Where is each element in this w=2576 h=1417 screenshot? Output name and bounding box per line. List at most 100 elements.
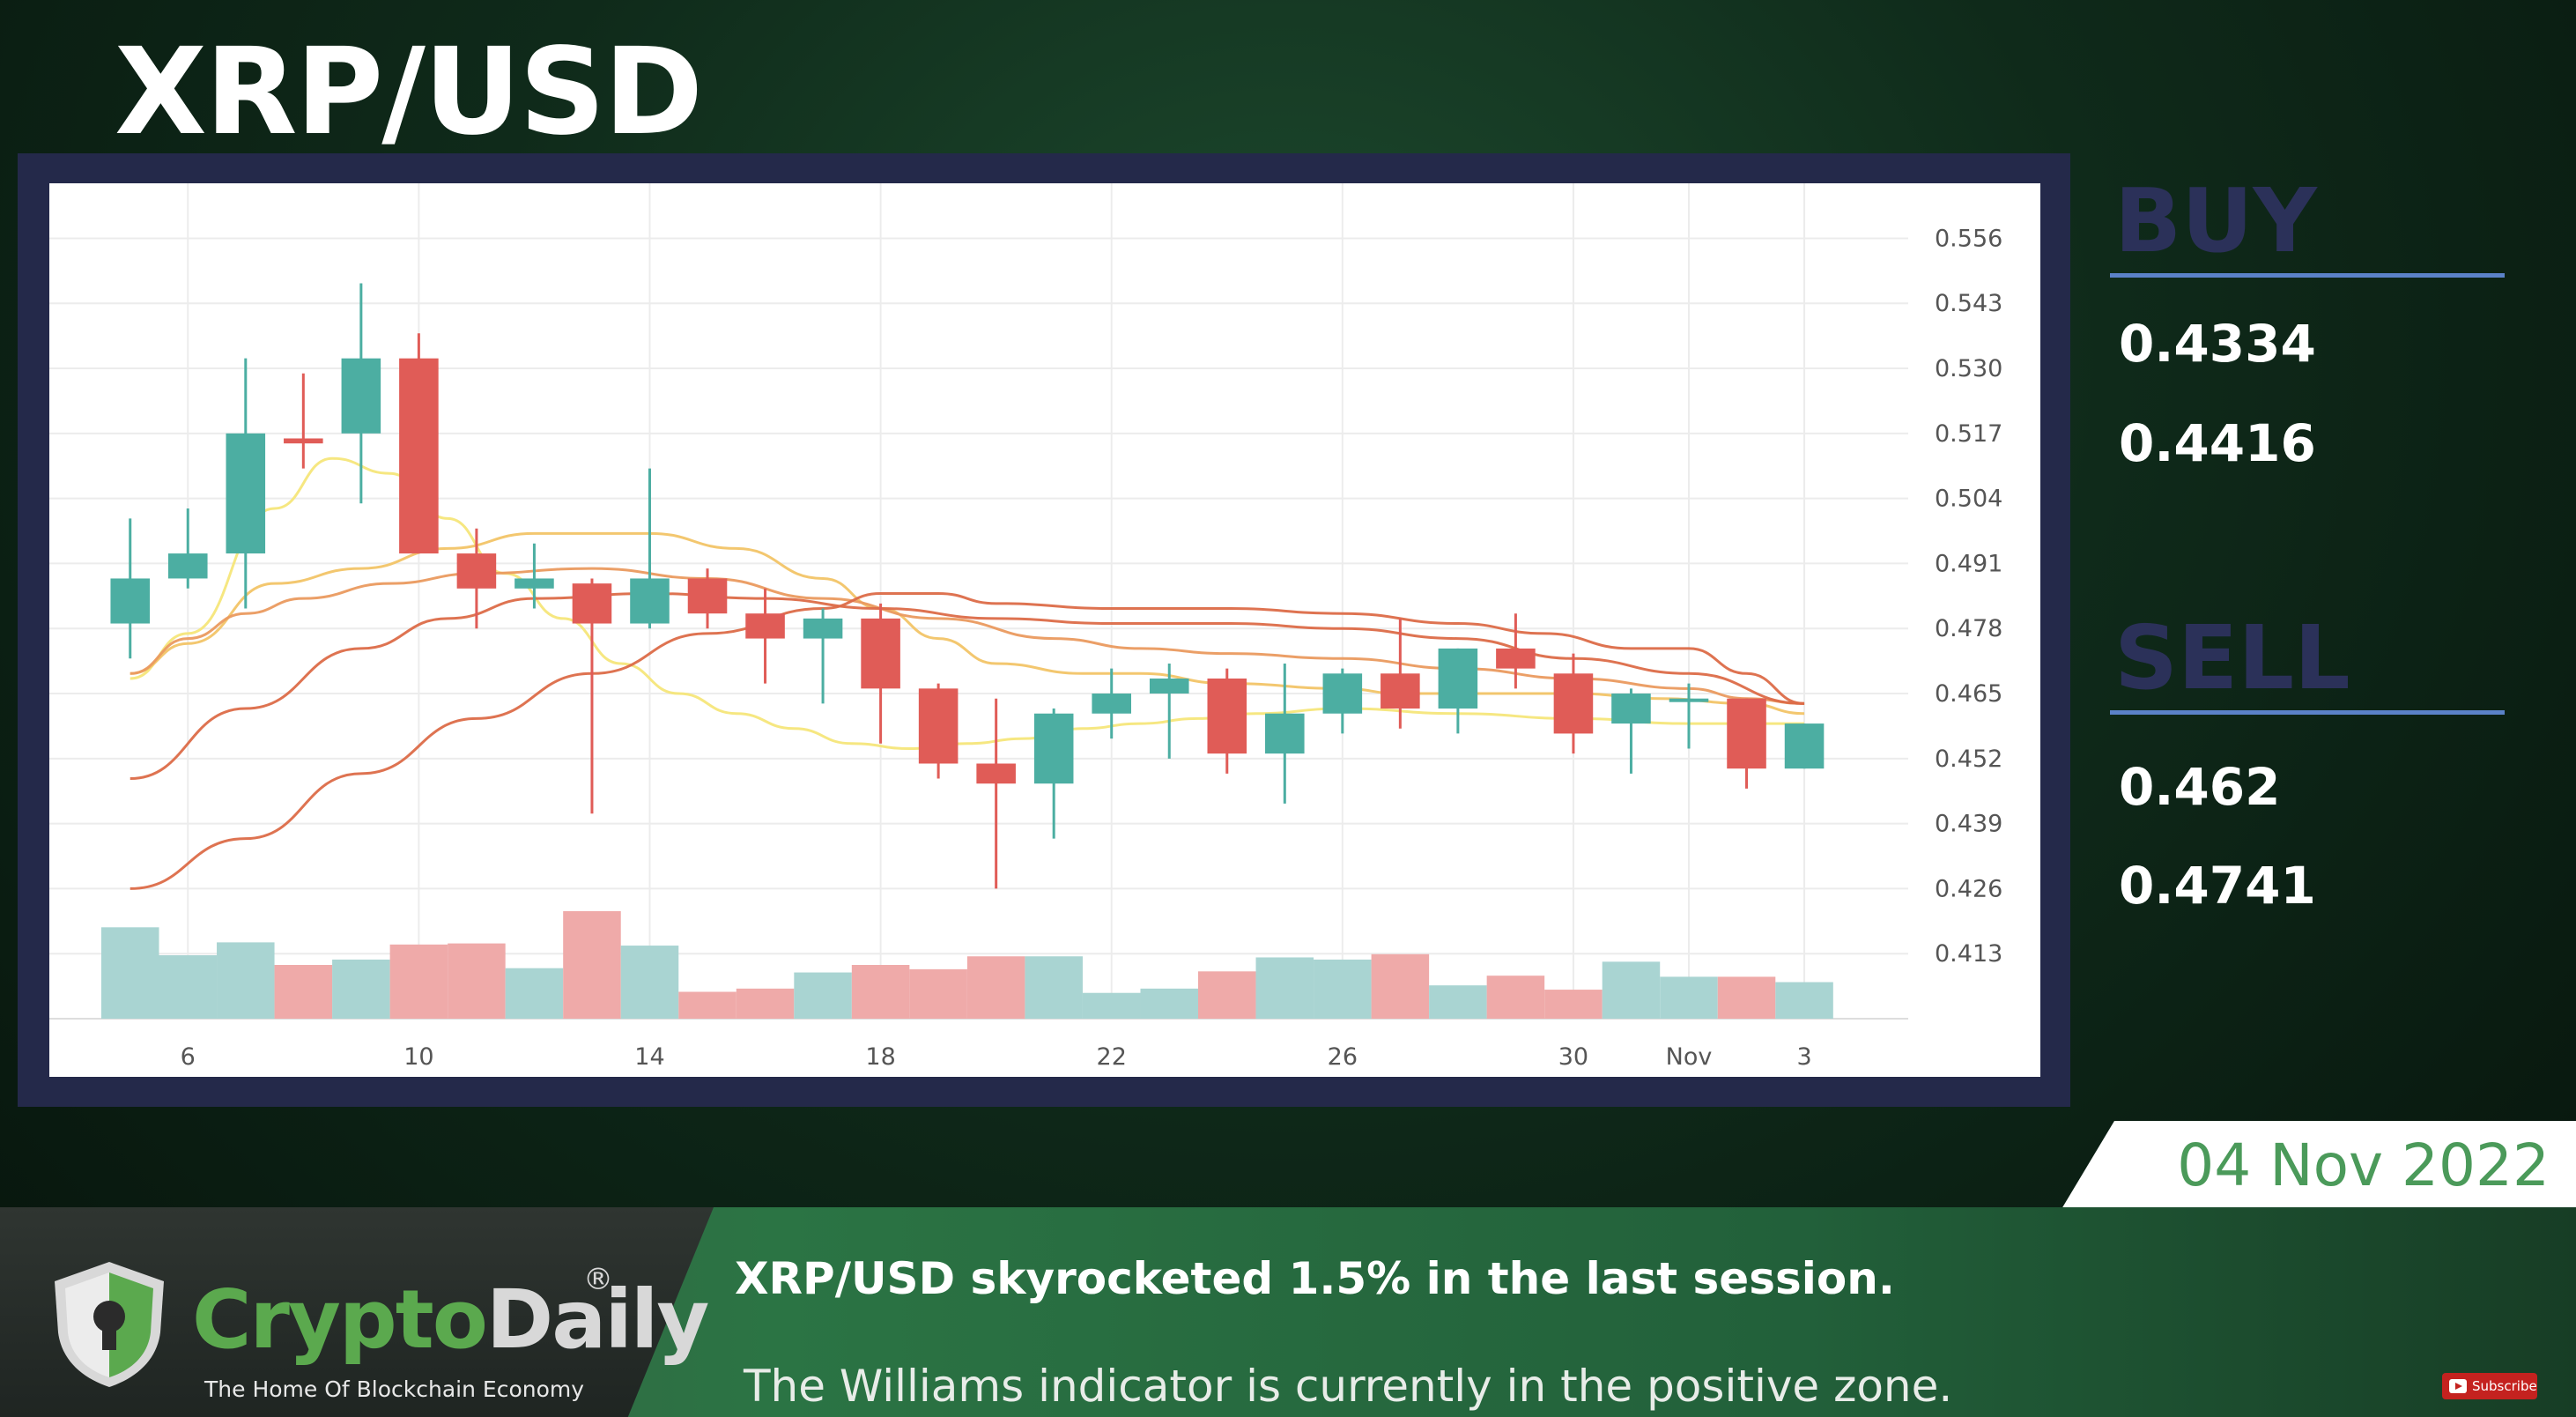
volume-bar	[1371, 953, 1430, 1019]
candle-body	[1207, 678, 1247, 754]
candle-body	[514, 578, 554, 589]
volume-bar	[1198, 971, 1256, 1019]
volume-bars	[100, 911, 1833, 1019]
y-tick-label: 0.491	[1935, 550, 2002, 577]
subscribe-label: Subscribe	[2472, 1378, 2537, 1394]
x-tick-label: 6	[181, 1043, 196, 1071]
candle-body	[861, 618, 900, 689]
sell-heading: SELL	[2114, 606, 2350, 709]
volume-bar	[1429, 985, 1487, 1019]
x-tick-label: 18	[865, 1043, 895, 1071]
candle-body	[1496, 648, 1536, 669]
x-tick-label: 30	[1558, 1043, 1588, 1071]
logo-crypto-text: Crypto	[192, 1272, 488, 1367]
volume-bar	[966, 956, 1025, 1019]
y-tick-label: 0.413	[1935, 940, 2002, 968]
volume-bar	[1717, 976, 1776, 1019]
candle-body	[1727, 698, 1766, 769]
volume-bar	[563, 911, 621, 1019]
volume-bar	[620, 946, 679, 1019]
chart-frame: 0.556 0.543 0.530 0.517 0.504 0.491 0.478 0.465…	[18, 153, 2070, 1107]
volume-bar	[332, 959, 390, 1019]
volume-bar	[274, 965, 333, 1019]
candle-body	[284, 438, 323, 444]
candle-body	[1784, 723, 1825, 769]
sell-value-1: 0.462	[2119, 757, 2281, 817]
volume-bar	[1775, 982, 1833, 1019]
shield-lock-icon	[55, 1262, 164, 1387]
y-tick-label: 0.439	[1935, 811, 2002, 838]
candle-body	[572, 583, 612, 624]
news-headline: XRP/USD skyrocketed 1.5% in the last ses…	[735, 1253, 1895, 1304]
y-tick-label: 0.530	[1935, 355, 2002, 382]
volume-bar	[1025, 956, 1083, 1019]
candle-body	[1553, 673, 1594, 734]
y-tick-label: 0.543	[1935, 290, 2002, 317]
youtube-icon	[2449, 1379, 2467, 1393]
x-tick-label: 3	[1796, 1043, 1811, 1071]
volume-bar	[100, 927, 159, 1019]
moving-average-line	[130, 456, 1805, 750]
candle-body	[226, 433, 266, 554]
volume-bar	[1660, 976, 1718, 1019]
candle-body	[745, 613, 785, 639]
subscribe-button[interactable]: Subscribe	[2442, 1373, 2537, 1399]
candle-body	[1092, 694, 1131, 714]
y-tick-label: 0.452	[1935, 746, 2002, 773]
logo-registered-mark: ®	[583, 1262, 613, 1297]
candle-body	[1265, 713, 1305, 754]
candle-body	[803, 618, 843, 639]
candle-body	[1381, 673, 1420, 709]
volume-bar	[159, 955, 218, 1019]
volume-bar	[678, 991, 737, 1019]
y-tick-label: 0.504	[1935, 486, 2002, 513]
buy-value-1: 0.4334	[2119, 314, 2316, 374]
volume-bar	[1140, 988, 1199, 1019]
volume-bar	[389, 944, 448, 1019]
candle-body	[1611, 694, 1651, 724]
y-tick-label: 0.556	[1935, 225, 2002, 252]
volume-bar	[217, 942, 275, 1019]
volume-bar	[1255, 957, 1314, 1019]
x-tick-label: Nov	[1666, 1043, 1713, 1071]
x-tick-label: 10	[403, 1043, 433, 1071]
date-tab: 04 Nov 2022	[2062, 1121, 2576, 1209]
volume-bar	[1314, 959, 1372, 1019]
logo-daily-text: Daily	[485, 1272, 709, 1367]
y-tick-label: 0.517	[1935, 420, 2002, 448]
chart-title: XRP/USD	[115, 23, 703, 162]
volume-bar	[1082, 992, 1141, 1019]
volume-bar	[1486, 976, 1545, 1019]
logo-tagline: The Home Of Blockchain Economy	[204, 1376, 585, 1402]
volume-bar	[505, 968, 564, 1019]
volume-bar	[794, 972, 852, 1019]
x-tick-label: 14	[634, 1043, 664, 1071]
candle-body	[687, 578, 728, 614]
volume-bar	[1602, 961, 1661, 1019]
candle-body	[1149, 678, 1189, 694]
moving-average-line	[130, 531, 1805, 716]
y-tick-label: 0.465	[1935, 680, 2002, 708]
candle-body	[341, 358, 381, 434]
y-tick-label: 0.478	[1935, 615, 2002, 642]
x-tick-label: 22	[1097, 1043, 1127, 1071]
x-tick-label: 26	[1328, 1043, 1358, 1071]
volume-bar	[736, 988, 795, 1019]
buy-value-2: 0.4416	[2119, 413, 2316, 473]
candle-body	[399, 358, 439, 554]
logo-wordmark: CryptoDaily	[192, 1276, 709, 1364]
buy-heading: BUY	[2114, 169, 2317, 272]
candle-body	[630, 578, 670, 624]
buy-divider	[2110, 273, 2505, 278]
moving-average-line	[130, 591, 1805, 890]
candle-body	[976, 763, 1016, 784]
axis-labels: 0.556 0.543 0.530 0.517 0.504 0.491 0.478 0.465…	[181, 225, 2003, 1071]
candle-body	[918, 688, 959, 764]
volume-bar	[909, 968, 967, 1019]
moving-average-line	[130, 567, 1805, 705]
candle-body	[1033, 713, 1074, 784]
volume-bar	[1544, 990, 1603, 1019]
candle-body	[167, 553, 208, 579]
y-tick-label: 0.426	[1935, 875, 2002, 902]
candle-body	[456, 553, 497, 589]
